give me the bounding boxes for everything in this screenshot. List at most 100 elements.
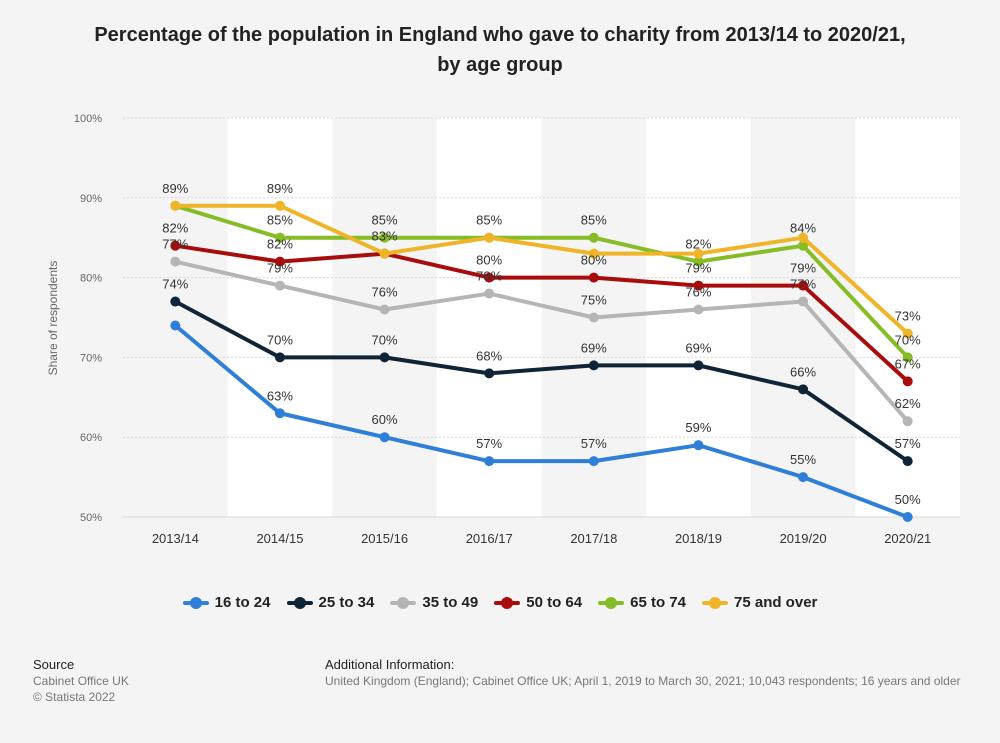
data-point (588, 360, 599, 371)
data-label: 69% (581, 340, 607, 355)
data-point (693, 360, 704, 371)
data-label: 77% (162, 237, 188, 252)
data-point (170, 296, 181, 307)
x-tick-label: 2013/14 (152, 531, 199, 546)
legend-item[interactable]: 50 to 64 (494, 594, 582, 611)
chart-title-line-1: Percentage of the population in England … (94, 24, 906, 46)
data-point (379, 432, 390, 443)
data-label: 76% (685, 285, 711, 300)
y-tick-label: 70% (80, 352, 102, 364)
data-point (484, 232, 495, 243)
data-label: 80% (476, 253, 502, 268)
x-tick-label: 2014/15 (256, 531, 303, 546)
series-line (173, 203, 910, 336)
x-tick-label: 2018/19 (675, 531, 722, 546)
legend-item[interactable]: 65 to 74 (598, 594, 686, 611)
footer-source: Source Cabinet Office UK © Statista 2022 (33, 657, 129, 705)
legend: 16 to 24 25 to 34 35 to 49 50 to 64 65 to 74… (0, 594, 1000, 613)
data-label: 85% (267, 213, 293, 228)
data-point (693, 248, 704, 259)
data-point (170, 256, 181, 267)
data-point (798, 472, 809, 483)
data-label: 57% (581, 436, 607, 451)
data-label: 62% (895, 396, 921, 411)
data-point (484, 288, 495, 299)
data-label: 57% (895, 436, 921, 451)
data-point (274, 280, 285, 291)
data-point (693, 440, 704, 451)
data-point (902, 328, 913, 339)
y-tick-label: 100% (74, 113, 102, 125)
y-tick-label: 50% (80, 512, 102, 524)
chart-title: Percentage of the population in England … (40, 20, 960, 80)
data-point (693, 280, 704, 291)
data-label: 70% (267, 332, 293, 347)
footer-additional: Additional Information: United Kingdom (… (325, 657, 961, 689)
legend-swatch (598, 596, 625, 609)
series-line (173, 243, 910, 384)
data-point (798, 384, 809, 395)
data-label: 63% (267, 388, 293, 403)
data-point (274, 352, 285, 363)
category-band (227, 118, 333, 517)
data-label: 70% (895, 332, 921, 347)
data-point (693, 256, 704, 267)
data-label: 66% (790, 364, 816, 379)
legend-label: 65 to 74 (630, 594, 686, 611)
data-label: 59% (685, 420, 711, 435)
data-point (170, 200, 181, 211)
legend-swatch (390, 596, 417, 609)
data-point (588, 272, 599, 283)
legend-item[interactable]: 35 to 49 (390, 594, 478, 611)
data-label: 55% (790, 452, 816, 467)
data-label: 85% (581, 213, 607, 228)
y-axis-label: Share of respondents (46, 261, 60, 376)
data-point (902, 352, 913, 363)
data-point (798, 240, 809, 251)
chart-title-line-2: by age group (437, 54, 563, 76)
series-line (173, 203, 910, 360)
data-labels: 63% 60% 57% 57% 59% 55% 50% 74% 70% 70% 68% 69% 69% 6… (162, 181, 921, 507)
data-point (274, 232, 285, 243)
additional-text: United Kingdom (England); Cabinet Office… (325, 674, 961, 688)
data-label: 79% (790, 261, 816, 276)
data-point (902, 416, 913, 427)
legend-swatch (494, 596, 521, 609)
x-tick-label: 2015/16 (361, 531, 408, 546)
data-label: 89% (267, 181, 293, 196)
legend-item[interactable]: 16 to 24 (182, 594, 271, 611)
data-point (902, 512, 913, 522)
data-label: 82% (162, 221, 188, 236)
data-label: 73% (895, 308, 921, 323)
gridlines (123, 117, 960, 518)
legend-item[interactable]: 75 and over (702, 594, 817, 611)
data-label: 75% (581, 293, 607, 308)
data-label: 57% (476, 436, 502, 451)
data-point (484, 456, 495, 467)
y-tick-label: 80% (80, 273, 102, 285)
data-point (588, 312, 599, 323)
y-tick-label: 60% (80, 432, 102, 444)
data-label: 76% (372, 285, 398, 300)
data-point (379, 352, 390, 363)
x-axis-ticks: 2013/14 2014/15 2015/16 2016/17 2017/18 2018/… (152, 531, 931, 546)
data-point (379, 248, 390, 259)
data-point (588, 232, 599, 243)
data-point (902, 376, 913, 387)
legend-swatch (182, 596, 209, 609)
data-point (484, 368, 495, 379)
copyright-text: © Statista 2022 (33, 690, 116, 704)
legend-item[interactable]: 25 to 34 (286, 594, 374, 611)
x-tick-label: 2016/17 (466, 531, 513, 546)
data-point (274, 256, 285, 267)
category-band (436, 118, 542, 517)
data-point (798, 232, 809, 243)
data-label: 68% (476, 348, 502, 363)
source-heading: Source (33, 657, 75, 672)
data-label: 89% (162, 181, 188, 196)
data-label: 85% (476, 213, 502, 228)
data-label: 82% (685, 237, 711, 252)
line-chart: 50% 60% 70% 80% 90% 100% 2013/14 2014/15 2015/1… (46, 113, 960, 546)
y-axis-ticks: 50% 60% 70% 80% 90% 100% (74, 113, 102, 524)
data-point (588, 248, 599, 259)
